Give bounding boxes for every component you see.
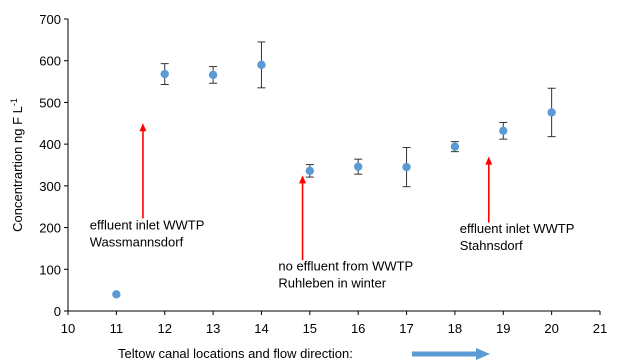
x-tick-label: 14 — [254, 321, 268, 336]
x-tick-label: 21 — [593, 321, 607, 336]
y-tick-label: 600 — [39, 54, 61, 69]
x-tick-label: 17 — [399, 321, 413, 336]
y-tick-label: 100 — [39, 262, 61, 277]
annotation-text: effluent inlet WWTP — [90, 218, 205, 233]
annotation-text: Ruhleben in winter — [278, 276, 386, 291]
y-tick-label: 500 — [39, 95, 61, 110]
data-point — [257, 60, 266, 70]
x-axis: 10 11 12 13 14 15 16 17 18 19 20 21 — [61, 310, 607, 336]
x-tick-label: 12 — [157, 321, 171, 336]
data-point — [160, 69, 169, 79]
data-points — [112, 60, 556, 299]
x-tick-label: 10 — [61, 321, 75, 336]
flow-direction-arrow-icon — [412, 348, 490, 360]
y-axis-label: Concentrartion ng F L-1 — [9, 98, 25, 232]
x-tick-label: 19 — [496, 321, 510, 336]
y-tick-label: 400 — [39, 137, 61, 152]
x-axis-label: Teltow canal locations and flow directio… — [118, 346, 353, 361]
y-tick-label: 200 — [39, 221, 61, 236]
data-point — [499, 126, 508, 135]
flow-arrow-head — [476, 348, 490, 360]
annotation-text: no effluent from WWTP — [278, 259, 413, 274]
data-point — [402, 162, 411, 172]
y-axis-label-superscript: -1 — [9, 98, 19, 106]
annotation-text: Stahnsdorf — [460, 238, 523, 253]
x-tick-label: 11 — [110, 321, 124, 336]
y-tick-label: 0 — [54, 304, 61, 319]
data-point — [112, 290, 121, 299]
x-tick-label: 16 — [351, 321, 365, 336]
annotation-text: effluent inlet WWTP — [460, 221, 575, 236]
data-point — [305, 166, 315, 176]
x-tick-label: 15 — [303, 321, 317, 336]
annotation-arrowhead-icon — [299, 175, 307, 184]
x-tick-label: 20 — [544, 321, 558, 336]
annotation-text: Wassmannsdorf — [90, 235, 184, 250]
y-tick-label: 700 — [39, 12, 61, 27]
data-point — [450, 142, 460, 151]
data-point — [547, 108, 556, 117]
y-axis: 0 100 200 300 400 500 600 700 — [39, 12, 69, 319]
data-point — [208, 70, 218, 80]
y-tick-label: 300 — [39, 179, 61, 194]
x-tick-label: 18 — [448, 321, 462, 336]
annotations: effluent inlet WWTP Wassmannsdorf no efflu… — [90, 123, 575, 291]
data-point — [353, 162, 363, 171]
annotation-arrowhead-icon — [139, 123, 147, 132]
x-tick-label: 13 — [206, 321, 220, 336]
annotation-arrowhead-icon — [485, 156, 493, 165]
